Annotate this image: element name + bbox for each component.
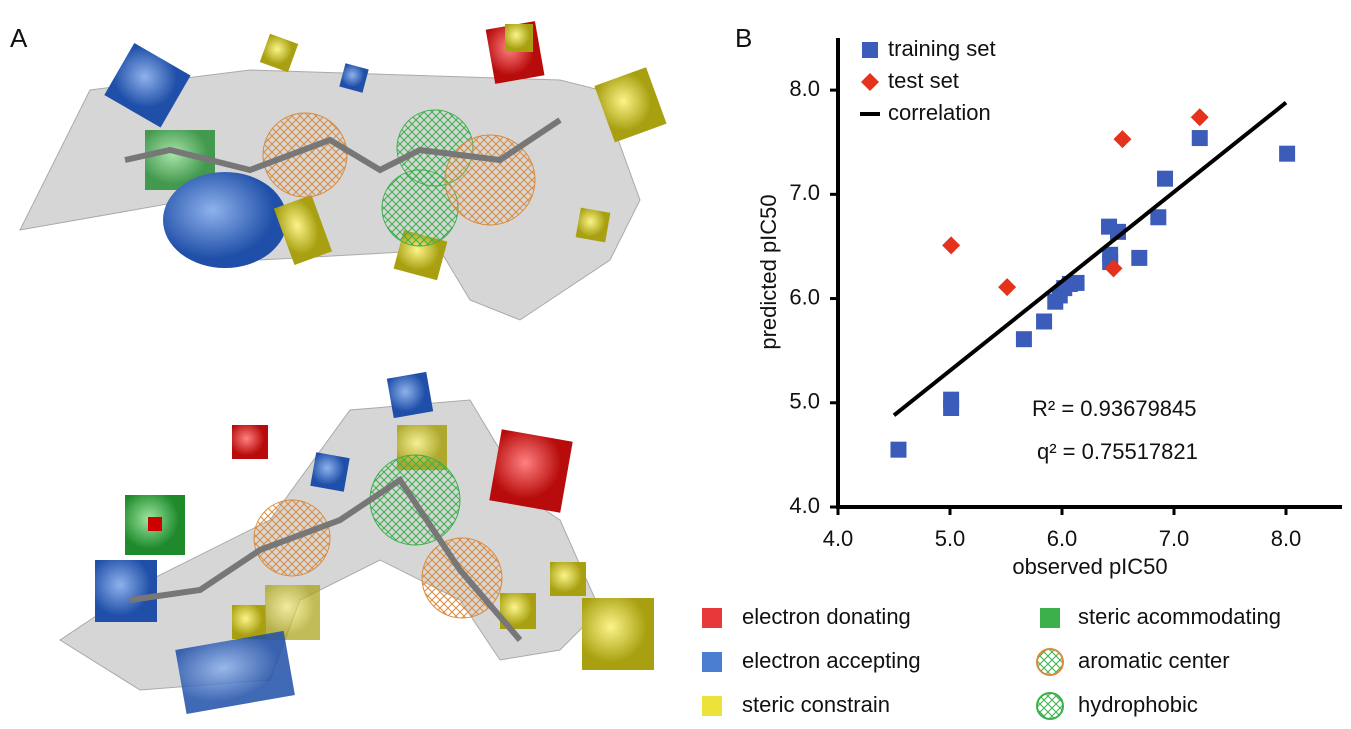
point [1192,130,1208,146]
point [1279,146,1295,162]
model-top [20,21,667,320]
legend-label: correlation [888,100,991,125]
point [943,400,959,416]
legend-label: test set [888,68,959,93]
x-tick-label: 5.0 [935,526,966,551]
figure: A B [0,0,1351,724]
y-tick-label: 7.0 [789,180,820,205]
feature-legend-label: aromatic center [1078,648,1230,673]
legend-swatch [702,608,722,628]
x-axis-label: observed pIC50 [1012,554,1167,579]
feature-legend-label: electron accepting [742,648,921,673]
feature-legend-label: steric constrain [742,692,890,717]
y-tick-label: 5.0 [789,389,820,414]
model-bottom [60,372,654,714]
annotation: q² = 0.75517821 [1037,439,1198,464]
x-tick-label: 7.0 [1159,526,1190,551]
feature-legend-label: electron donating [742,604,911,629]
page: A B [0,0,1351,724]
point [1191,108,1209,126]
y-tick-label: 6.0 [789,284,820,309]
annotation: R² = 0.93679845 [1032,396,1197,421]
point [1131,250,1147,266]
point [1036,313,1052,329]
legend-label: training set [888,36,996,61]
x-tick-label: 4.0 [823,526,854,551]
point [1157,171,1173,187]
feature-legend-label: steric acommodating [1078,604,1281,629]
point [1016,331,1032,347]
point [942,236,960,254]
feature-legend-label: hydrophobic [1078,692,1198,717]
correlation-line [894,103,1286,416]
legend-swatch [702,652,722,672]
point [890,442,906,458]
point [1150,209,1166,225]
x-tick-label: 8.0 [1271,526,1302,551]
legend-swatch [1040,608,1060,628]
legend-marker [861,73,879,91]
y-tick-label: 4.0 [789,493,820,518]
legend-swatch [702,696,722,716]
panel-label: B [735,23,752,53]
point [998,278,1016,296]
x-tick-label: 6.0 [1047,526,1078,551]
legend-swatch [1037,693,1063,719]
y-tick-label: 8.0 [789,76,820,101]
legend-marker [862,42,878,58]
point [1113,130,1131,148]
legend-swatch [1037,649,1063,675]
panel-label: A [10,23,28,53]
point [1069,275,1085,291]
y-axis-label: predicted pIC50 [756,194,781,349]
